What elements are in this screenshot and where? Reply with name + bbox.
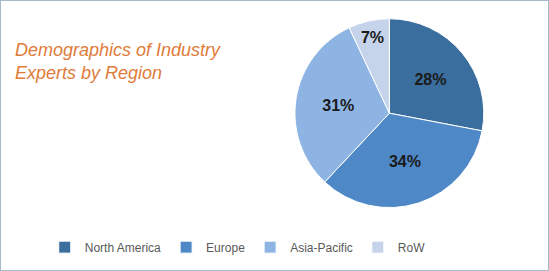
svg-text:28%: 28%: [414, 71, 446, 88]
svg-text:North America: North America: [85, 241, 161, 255]
svg-text:34%: 34%: [389, 153, 421, 170]
html-text:Demographics of Industry Exper: Demographics of Industry Experts by Regi…: [15, 40, 221, 83]
svg-text:Europe: Europe: [206, 241, 245, 255]
svg-text:7%: 7%: [361, 29, 384, 46]
svg-text:31%: 31%: [322, 97, 354, 114]
svg-text:RoW: RoW: [398, 241, 425, 255]
svg-text:Asia-Pacific: Asia-Pacific: [290, 241, 353, 255]
